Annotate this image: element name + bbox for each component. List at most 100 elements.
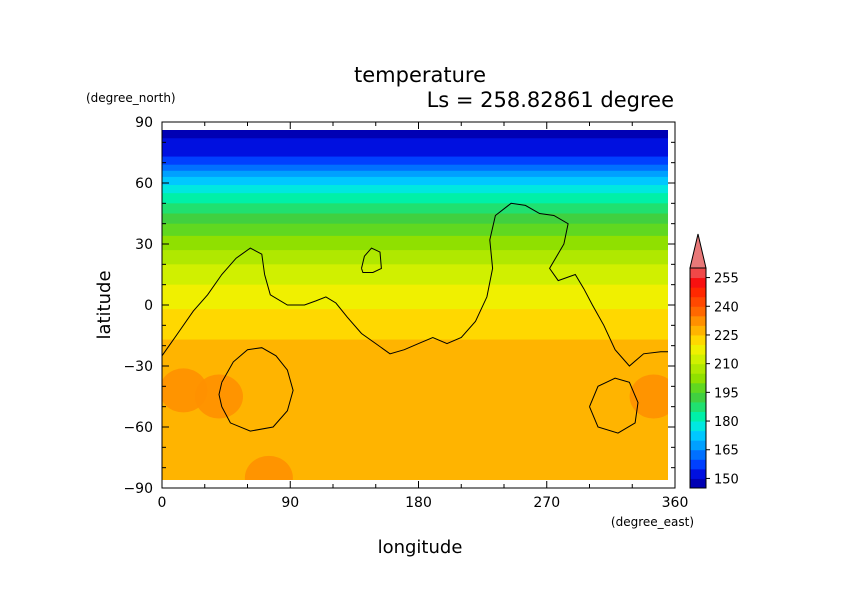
field-band <box>162 388 668 391</box>
field-band <box>162 339 668 343</box>
field-band <box>162 193 668 196</box>
field-band <box>162 132 668 135</box>
y-ticks: 90 60 30 0 −30 −60 −90 <box>123 115 675 497</box>
colorbar-swatch <box>690 277 706 288</box>
field-band <box>162 152 668 156</box>
field-band <box>162 437 668 440</box>
field-band <box>162 231 668 235</box>
field-band <box>162 209 668 213</box>
field-band <box>162 168 668 172</box>
x-axis-label: longitude <box>378 537 463 558</box>
field-band <box>162 197 668 200</box>
field-band <box>162 429 668 432</box>
field-band <box>162 134 668 137</box>
field-band <box>162 178 668 182</box>
field-band <box>162 215 668 219</box>
y-unit-label: (degree_north) <box>86 91 176 105</box>
field-band <box>162 374 668 377</box>
field-band <box>162 274 668 278</box>
field-band <box>162 435 668 438</box>
field-band <box>162 223 668 227</box>
field-band <box>162 150 668 154</box>
colorbar-label: 210 <box>714 358 739 373</box>
colorbar-swatch <box>690 440 706 451</box>
colorbar-label: 165 <box>714 444 739 459</box>
y-tick-label: 30 <box>135 237 153 253</box>
colorbar-max-arrow <box>689 233 707 269</box>
colorbar-label: 225 <box>714 329 739 344</box>
field-band <box>162 307 668 310</box>
field-band <box>162 341 668 345</box>
field-band <box>162 475 668 479</box>
field-band <box>162 359 668 363</box>
field-band <box>162 241 668 245</box>
field-band <box>162 136 668 139</box>
field-band <box>162 166 668 170</box>
field-band <box>162 195 668 198</box>
field-band <box>162 144 668 147</box>
field-band <box>162 294 668 298</box>
colorbar-swatch <box>690 363 706 374</box>
field-band <box>162 244 668 247</box>
contour-line <box>218 347 294 432</box>
field-band <box>162 451 668 455</box>
field-band <box>162 237 668 241</box>
field-band <box>162 363 668 367</box>
field-band <box>162 447 668 450</box>
field-band <box>162 174 668 178</box>
field-band <box>162 477 668 480</box>
colorbar-swatch <box>690 373 706 384</box>
field-band <box>162 402 668 406</box>
field-band <box>162 424 668 428</box>
field-band <box>162 225 668 229</box>
colorbar-label: 195 <box>714 386 739 401</box>
colorbar-label: 150 <box>714 472 739 487</box>
y-tick-label: 90 <box>135 115 153 131</box>
field-band <box>162 170 668 174</box>
field-band <box>162 378 668 381</box>
field-band <box>162 292 668 296</box>
field-band <box>162 278 668 282</box>
field-band <box>162 270 668 274</box>
y-tick-label: −30 <box>123 359 153 375</box>
contour-lines <box>162 202 668 434</box>
field-band <box>162 473 668 477</box>
field-band <box>162 282 668 286</box>
y-tick-label: 60 <box>135 176 153 192</box>
colorbar-swatch <box>690 315 706 326</box>
field-band <box>162 455 668 459</box>
field-band <box>162 416 668 420</box>
colorbar-swatch <box>690 306 706 317</box>
field-band <box>162 172 668 176</box>
field-band <box>162 286 668 290</box>
colorbar-swatch <box>690 344 706 355</box>
field-band <box>162 205 668 208</box>
field-band <box>162 154 668 158</box>
field-band <box>162 311 668 314</box>
field-band <box>162 305 668 308</box>
colorbar-swatch <box>690 411 706 422</box>
field-band <box>162 382 668 385</box>
field-band <box>162 256 668 259</box>
x-tick-label: 180 <box>405 495 432 511</box>
colorbar-swatch <box>690 449 706 460</box>
colorbar-swatch <box>690 287 706 298</box>
field-band <box>162 353 668 357</box>
field-band <box>162 183 668 186</box>
field-band <box>162 148 668 152</box>
field-band <box>162 427 668 430</box>
field-band <box>162 185 668 188</box>
field-band <box>162 347 668 351</box>
field-band <box>162 463 668 467</box>
warm-patch <box>244 455 293 480</box>
field-band <box>162 235 668 239</box>
field-band <box>162 406 668 410</box>
field-band <box>162 398 668 402</box>
contour-line <box>361 247 382 273</box>
field-band <box>162 219 668 223</box>
field-band <box>162 302 668 306</box>
field-band <box>162 431 668 434</box>
field-band <box>162 227 668 231</box>
field-band <box>162 140 668 143</box>
field-band <box>162 372 668 375</box>
